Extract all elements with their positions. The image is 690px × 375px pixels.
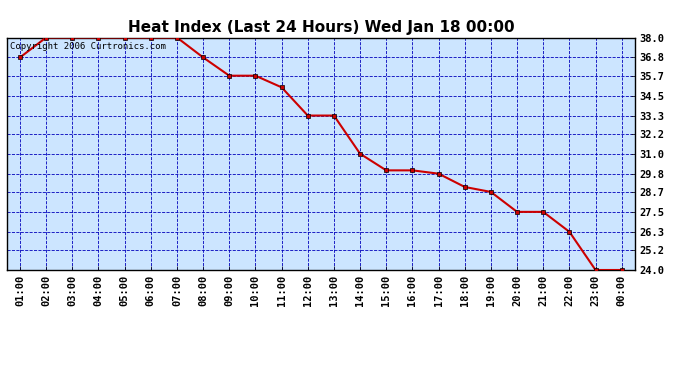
Text: Copyright 2006 Curtronics.com: Copyright 2006 Curtronics.com — [10, 42, 166, 51]
Title: Heat Index (Last 24 Hours) Wed Jan 18 00:00: Heat Index (Last 24 Hours) Wed Jan 18 00… — [128, 20, 514, 35]
